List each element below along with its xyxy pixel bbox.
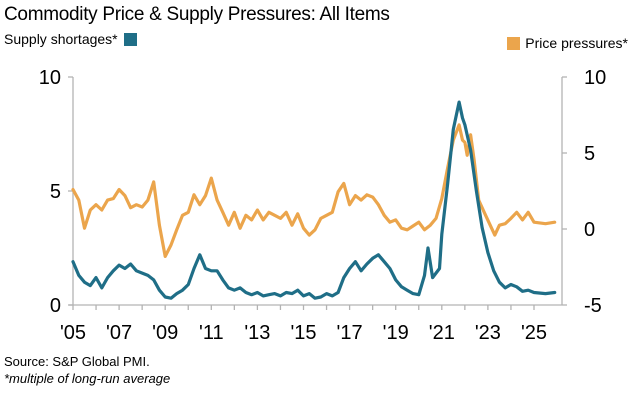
y-left-tick-label: 0 — [50, 295, 61, 317]
y-left-tick-label: 10 — [39, 67, 61, 89]
footnote: *multiple of long-run average — [4, 371, 171, 386]
legend-price-swatch — [507, 36, 521, 50]
price-pressures-line — [71, 123, 557, 258]
x-tick-label: '11 — [199, 322, 224, 344]
x-tick-label: '25 — [521, 322, 547, 344]
y-right-tick-label: 0 — [584, 219, 595, 241]
y-right-tick-label: 5 — [584, 143, 595, 165]
legend-supply-swatch — [123, 32, 137, 46]
legend-supply-label: Supply shortages* — [4, 31, 118, 47]
y-right-tick-label: -5 — [584, 295, 602, 317]
y-left-tick-label: 5 — [50, 181, 61, 203]
x-tick-label: '21 — [429, 322, 455, 344]
x-tick-label: '19 — [383, 322, 409, 344]
x-tick-label: '07 — [106, 322, 132, 344]
legend-supply: Supply shortages* — [4, 31, 137, 47]
chart-title: Commodity Price & Supply Pressures: All … — [4, 4, 390, 25]
source-note: Source: S&P Global PMI. — [4, 354, 150, 369]
x-tick-label: '17 — [337, 322, 363, 344]
x-tick-label: '13 — [244, 322, 270, 344]
supply-shortages-line — [71, 100, 557, 300]
legend-price-label: Price pressures* — [525, 35, 628, 51]
x-tick-label: '15 — [290, 322, 316, 344]
x-tick-label: '05 — [60, 322, 86, 344]
y-right-tick-label: 10 — [584, 67, 606, 89]
legend-price: Price pressures* — [507, 35, 628, 51]
x-tick-label: '23 — [475, 322, 501, 344]
x-tick-label: '09 — [152, 322, 178, 344]
